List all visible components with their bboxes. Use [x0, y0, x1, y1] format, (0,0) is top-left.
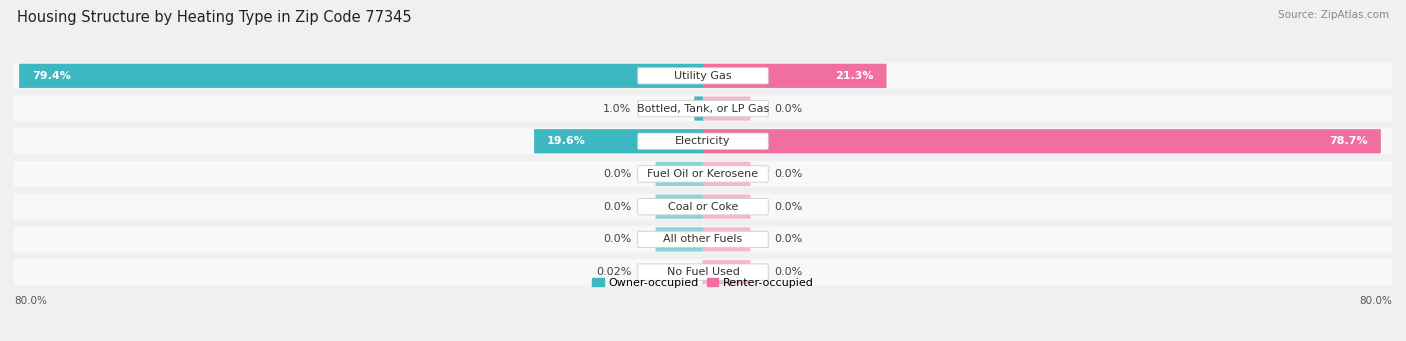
- FancyBboxPatch shape: [638, 166, 768, 182]
- FancyBboxPatch shape: [695, 97, 703, 121]
- Text: 78.7%: 78.7%: [1329, 136, 1368, 146]
- Text: 0.0%: 0.0%: [603, 202, 631, 212]
- Text: Source: ZipAtlas.com: Source: ZipAtlas.com: [1278, 10, 1389, 20]
- Text: Utility Gas: Utility Gas: [675, 71, 731, 81]
- FancyBboxPatch shape: [638, 231, 768, 248]
- Text: Bottled, Tank, or LP Gas: Bottled, Tank, or LP Gas: [637, 104, 769, 114]
- FancyBboxPatch shape: [703, 64, 887, 88]
- FancyBboxPatch shape: [20, 64, 703, 88]
- Text: All other Fuels: All other Fuels: [664, 234, 742, 244]
- FancyBboxPatch shape: [638, 68, 768, 84]
- Text: 0.0%: 0.0%: [603, 169, 631, 179]
- Text: 1.0%: 1.0%: [603, 104, 631, 114]
- Text: 79.4%: 79.4%: [32, 71, 72, 81]
- FancyBboxPatch shape: [14, 194, 1392, 220]
- Text: No Fuel Used: No Fuel Used: [666, 267, 740, 277]
- Text: Housing Structure by Heating Type in Zip Code 77345: Housing Structure by Heating Type in Zip…: [17, 10, 412, 25]
- Text: 0.0%: 0.0%: [603, 234, 631, 244]
- FancyBboxPatch shape: [655, 195, 703, 219]
- Text: 0.0%: 0.0%: [775, 104, 803, 114]
- FancyBboxPatch shape: [14, 63, 1392, 89]
- FancyBboxPatch shape: [703, 227, 751, 252]
- Text: 0.0%: 0.0%: [775, 169, 803, 179]
- Text: 21.3%: 21.3%: [835, 71, 873, 81]
- FancyBboxPatch shape: [703, 162, 751, 186]
- FancyBboxPatch shape: [14, 226, 1392, 252]
- FancyBboxPatch shape: [655, 227, 703, 252]
- Text: 0.0%: 0.0%: [775, 202, 803, 212]
- FancyBboxPatch shape: [14, 128, 1392, 154]
- FancyBboxPatch shape: [14, 161, 1392, 187]
- FancyBboxPatch shape: [638, 133, 768, 149]
- Text: Fuel Oil or Kerosene: Fuel Oil or Kerosene: [647, 169, 759, 179]
- FancyBboxPatch shape: [14, 95, 1392, 122]
- Text: 19.6%: 19.6%: [547, 136, 586, 146]
- Text: 0.02%: 0.02%: [596, 267, 631, 277]
- Text: 80.0%: 80.0%: [1360, 296, 1392, 306]
- Text: Electricity: Electricity: [675, 136, 731, 146]
- FancyBboxPatch shape: [14, 259, 1392, 285]
- FancyBboxPatch shape: [638, 198, 768, 215]
- FancyBboxPatch shape: [703, 97, 751, 121]
- Text: 80.0%: 80.0%: [14, 296, 46, 306]
- Legend: Owner-occupied, Renter-occupied: Owner-occupied, Renter-occupied: [588, 273, 818, 292]
- FancyBboxPatch shape: [703, 129, 1381, 153]
- FancyBboxPatch shape: [638, 100, 768, 117]
- FancyBboxPatch shape: [638, 264, 768, 280]
- FancyBboxPatch shape: [703, 195, 751, 219]
- Text: 0.0%: 0.0%: [775, 267, 803, 277]
- FancyBboxPatch shape: [655, 162, 703, 186]
- FancyBboxPatch shape: [703, 260, 751, 284]
- Text: Coal or Coke: Coal or Coke: [668, 202, 738, 212]
- FancyBboxPatch shape: [534, 129, 703, 153]
- Text: 0.0%: 0.0%: [775, 234, 803, 244]
